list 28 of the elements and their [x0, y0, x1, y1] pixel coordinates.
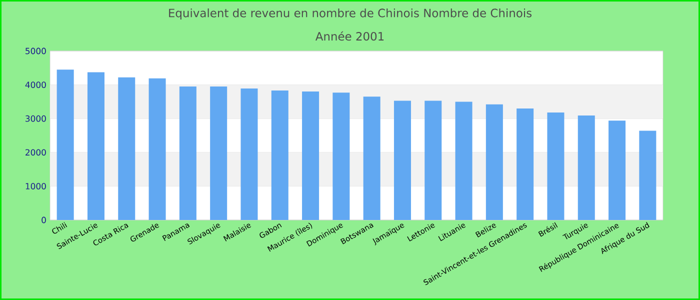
- bar: [608, 120, 626, 220]
- bar: [118, 77, 136, 220]
- bar: [332, 92, 350, 220]
- bar: [302, 92, 320, 220]
- bar: [455, 102, 472, 220]
- y-tick-label: 2000: [26, 149, 46, 156]
- y-tick-label: 4000: [25, 82, 46, 88]
- bar: [547, 112, 564, 220]
- bar: [210, 86, 228, 220]
- bar: [363, 96, 380, 220]
- y-tick-label: 0: [42, 216, 46, 224]
- chart-subtitle: Année 2001: [315, 31, 384, 41]
- bar: [516, 108, 534, 220]
- bar: [271, 90, 288, 220]
- bar: [486, 104, 503, 220]
- bar: [394, 100, 411, 220]
- bar: [240, 88, 258, 220]
- bar: [578, 116, 595, 220]
- chart-title: Equivalent de revenu en nombre de Chinois Nombre de Chinois: [169, 8, 532, 20]
- bar: [87, 72, 104, 220]
- y-tick-label: 5000: [26, 48, 46, 54]
- y-tick-label: 3000: [26, 115, 46, 122]
- bar: [179, 86, 196, 220]
- bar: [148, 78, 166, 220]
- bar: [639, 130, 656, 220]
- bar: [424, 100, 442, 220]
- bar: [56, 70, 74, 220]
- y-tick-label: 1000: [26, 183, 46, 190]
